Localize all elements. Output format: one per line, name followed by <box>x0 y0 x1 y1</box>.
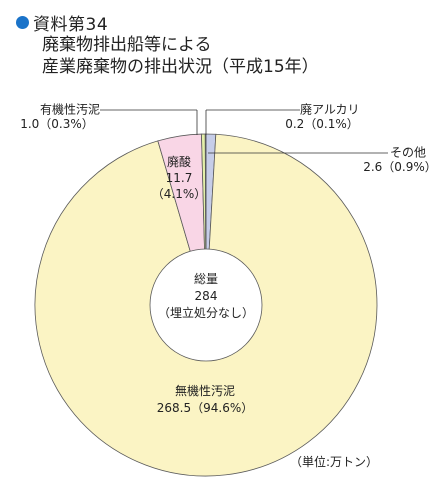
slice-label-yukiseiodei-name: 有機性汚泥 <box>40 102 100 117</box>
unit-note: （単位:万トン） <box>290 455 379 469</box>
slice-label-mukiseiodei-value: 268.5（94.6%） <box>157 401 253 415</box>
chart-title-line1: 廃棄物排出船等による <box>42 35 212 55</box>
slice-label-haisan-name: 廃酸 <box>167 154 191 169</box>
center-label-title: 総量 <box>194 272 218 286</box>
center-label-note: （埋立処分なし） <box>158 305 254 320</box>
slice-label-sonota-value: 2.6（0.9%） <box>363 160 437 174</box>
slice-label-sonota-name: その他 <box>390 146 426 160</box>
slice-label-mukiseiodei-name: 無機性汚泥 <box>175 383 235 398</box>
slice-label-haisan-percent: （4.1%） <box>152 187 207 201</box>
slice-label-haisan-value: 11.7 <box>166 171 193 185</box>
title-block: 資料第34 廃棄物排出船等による 産業廃棄物の排出状況（平成15年） <box>16 10 436 78</box>
slice-label-haialkali-name: 廃アルカリ <box>300 102 360 117</box>
center-label-total: 284 <box>195 289 218 303</box>
title-row: 資料第34 <box>16 10 436 35</box>
slice-label-haialkali-value: 0.2（0.1%） <box>285 117 359 131</box>
slice-label-yukiseiodei-value: 1.0（0.3%） <box>20 117 94 131</box>
bullet-icon <box>16 15 29 29</box>
doc-label: 資料第34 <box>33 14 109 35</box>
donut-hole <box>149 248 263 362</box>
chart-title-line2: 産業廃棄物の排出状況（平成15年） <box>42 57 319 77</box>
